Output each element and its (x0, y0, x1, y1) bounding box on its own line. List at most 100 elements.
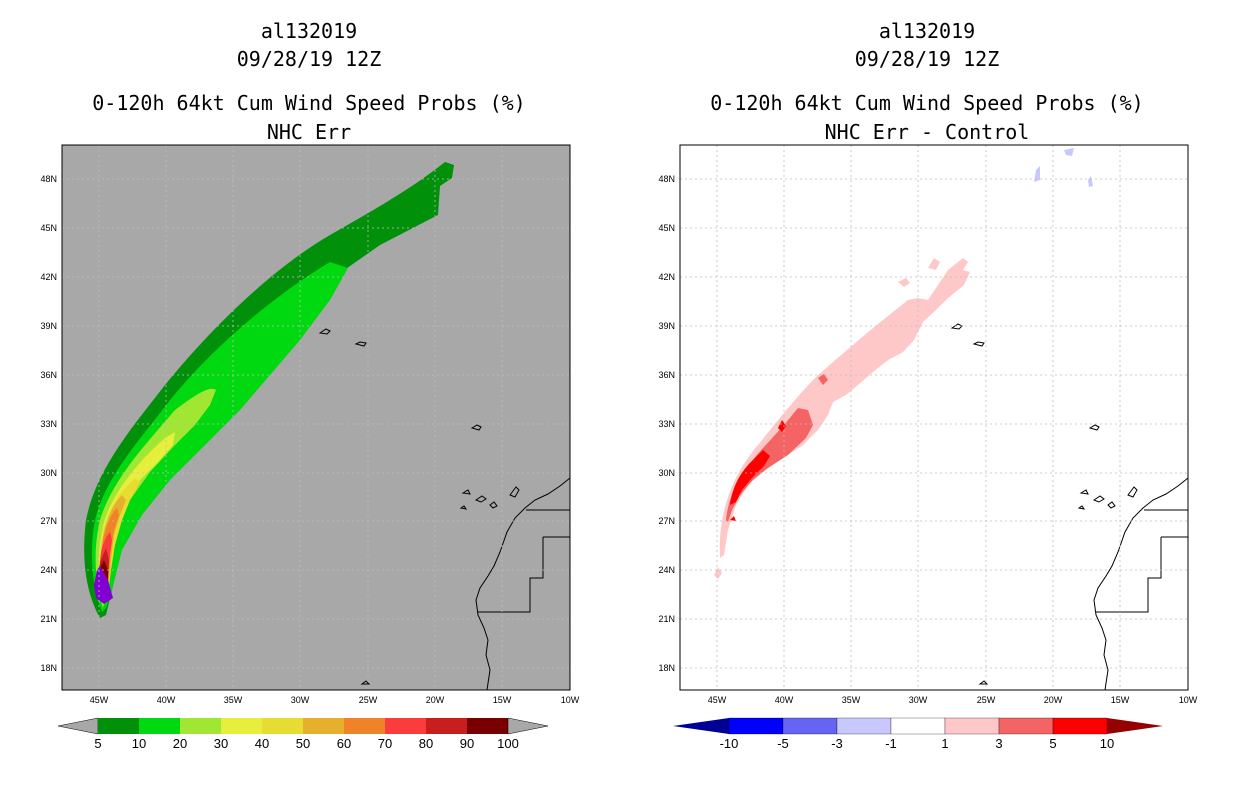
x-tick: 20W (426, 695, 445, 705)
colorbar-box (890, 717, 946, 735)
x-tick-labels: 45W 40W 35W 30W 25W 20W 15W 10W (90, 695, 580, 705)
y-tick: 39N (40, 321, 57, 331)
y-tick: 21N (658, 614, 675, 624)
colorbar: 5 10 20 30 40 50 60 70 80 90 100 (57, 717, 549, 751)
colorbar-box (467, 718, 508, 734)
x-tick: 20W (1044, 695, 1063, 705)
y-tick: 18N (658, 663, 675, 673)
y-tick: 27N (658, 516, 675, 526)
y-tick: 45N (658, 223, 675, 233)
y-tick: 30N (658, 468, 675, 478)
y-tick: 30N (40, 468, 57, 478)
colorbar-box (262, 718, 303, 734)
x-tick: 40W (157, 695, 176, 705)
grid (680, 145, 1188, 690)
colorbar-label: -5 (777, 736, 789, 751)
y-tick-labels: 48N 45N 42N 39N 36N 33N 30N 27N 24N 21N … (40, 174, 57, 673)
colorbar-box (98, 718, 139, 734)
y-tick: 27N (40, 516, 57, 526)
y-tick: 33N (658, 419, 675, 429)
colorbar-label: -1 (885, 736, 897, 751)
colorbar-label: -10 (720, 736, 739, 751)
x-tick: 40W (775, 695, 794, 705)
contour-3to5 (726, 408, 813, 522)
colorbar: -10 -5 -3 -1 1 3 5 10 (673, 717, 1163, 751)
colorbar-box (180, 718, 221, 734)
y-tick: 42N (40, 272, 57, 282)
colorbar-label: -3 (831, 736, 843, 751)
x-tick: 15W (1111, 695, 1130, 705)
contour-5 (84, 162, 455, 618)
storm-id: al132019 (260, 19, 358, 43)
coastlines (950, 323, 1188, 690)
contour-5to10 (730, 420, 786, 521)
x-tick: 15W (493, 695, 512, 705)
colorbar-box (944, 717, 1000, 735)
contour-10 (91, 262, 348, 612)
colorbar-label: 100 (497, 736, 519, 751)
x-tick-labels: 45W 40W 35W 30W 25W 20W 15W 10W (708, 695, 1198, 705)
left-panel: al132019 09/28/19 12Z 0-120h 64kt Cum Wi… (40, 19, 580, 751)
map-frame (679, 144, 1189, 691)
y-tick: 24N (40, 565, 57, 575)
colorbar-label: 1 (941, 736, 948, 751)
colorbar-label: 3 (995, 736, 1002, 751)
y-tick: 33N (40, 419, 57, 429)
contour-5to10 (730, 450, 770, 505)
colorbar-label: 5 (94, 736, 101, 751)
y-tick: 39N (658, 321, 675, 331)
contour-1to3 (898, 258, 940, 287)
probability-map: 48N 45N 42N 39N 36N 33N 30N 27N 24N 21N … (40, 144, 580, 751)
subtitle: NHC Err (266, 120, 352, 144)
y-tick: 48N (658, 174, 675, 184)
y-tick: 36N (40, 370, 57, 380)
map-background (680, 145, 1188, 690)
grid (62, 145, 570, 690)
contour-1to3 (719, 258, 970, 558)
colorbar-box (426, 718, 467, 734)
colorbar-box (782, 717, 838, 735)
x-tick: 35W (842, 695, 861, 705)
contour-3to5 (818, 374, 828, 385)
x-tick: 45W (708, 695, 727, 705)
colorbar-box (836, 717, 892, 735)
x-tick: 10W (1179, 695, 1198, 705)
x-tick: 35W (224, 695, 243, 705)
colorbar-under-triangle (673, 718, 729, 734)
x-tick: 45W (90, 695, 109, 705)
x-tick: 25W (359, 695, 378, 705)
x-tick: 30W (909, 695, 928, 705)
product-title: 0-120h 64kt Cum Wind Speed Probs (%) (92, 91, 526, 115)
colorbar-box (139, 718, 180, 734)
colorbar-label: 60 (337, 736, 351, 751)
y-tick: 45N (40, 223, 57, 233)
datetime: 09/28/19 12Z (854, 47, 1000, 71)
colorbar-label: 5 (1049, 736, 1056, 751)
colorbar-label: 80 (419, 736, 433, 751)
colorbar-label: 40 (255, 736, 269, 751)
colorbar-label: 90 (460, 736, 474, 751)
colorbar-label: 70 (378, 736, 392, 751)
colorbar-over-triangle (1107, 718, 1163, 734)
datetime: 09/28/19 12Z (236, 47, 382, 71)
colorbar-label: 10 (132, 736, 146, 751)
right-panel: al132019 09/28/19 12Z 0-120h 64kt Cum Wi… (618, 0, 1236, 800)
map-frame (61, 144, 571, 691)
x-tick: 10W (561, 695, 580, 705)
map-background (62, 145, 570, 690)
y-tick: 48N (40, 174, 57, 184)
y-tick: 36N (658, 370, 675, 380)
colorbar-box (1052, 717, 1108, 735)
subtitle: NHC Err - Control (824, 120, 1030, 144)
colorbar-over-triangle (507, 717, 549, 735)
colorbar-label: 10 (1100, 736, 1114, 751)
colorbar-box (728, 717, 784, 735)
colorbar-box (303, 718, 344, 734)
y-tick: 21N (40, 614, 57, 624)
colorbar-label: 30 (214, 736, 228, 751)
colorbar-box (998, 717, 1054, 735)
colorbar-box (385, 718, 426, 734)
y-tick-labels: 48N 45N 42N 39N 36N 33N 30N 27N 24N 21N … (658, 174, 675, 673)
y-tick: 24N (658, 565, 675, 575)
colorbar-under-triangle (57, 717, 99, 735)
